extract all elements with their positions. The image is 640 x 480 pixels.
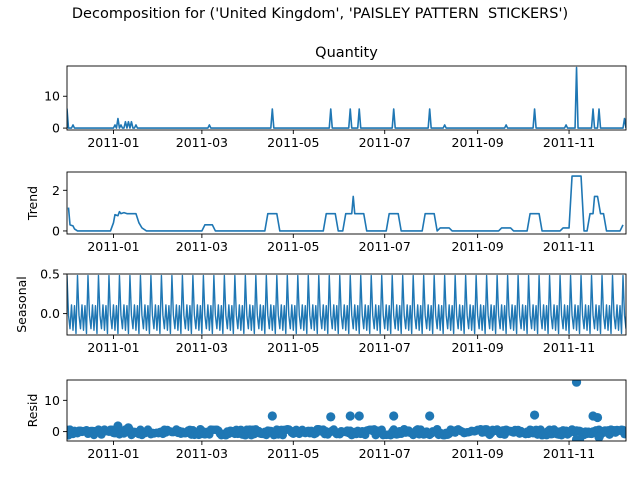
x-tick-label: 2011-07 <box>359 340 411 355</box>
x-tick-label: 2011-05 <box>267 239 319 254</box>
x-tick-label: 2011-11 <box>543 239 595 254</box>
observed-axes-frame <box>66 65 627 131</box>
resid-outlier <box>529 410 540 420</box>
resid-outlier <box>345 411 355 421</box>
resid-outlier <box>113 421 123 431</box>
resid-outlier <box>592 412 603 423</box>
resid-outlier <box>594 432 604 441</box>
resid-ylabel: Resid <box>25 394 40 428</box>
x-tick-label: 2011-09 <box>452 239 504 254</box>
x-tick-label: 2011-09 <box>452 446 504 461</box>
x-tick-label: 2011-01 <box>87 446 139 461</box>
resid-outlier <box>67 425 72 435</box>
resid-outlier <box>574 434 585 441</box>
x-tick-label: 2011-07 <box>359 446 411 461</box>
x-tick-label: 2011-11 <box>543 135 595 150</box>
x-tick-label: 2011-03 <box>176 340 228 355</box>
panel-seasonal: 0.0 0.5 2011-01 2011-03 2011-05 2011-07 2011-0… <box>14 267 627 355</box>
resid-outlier <box>571 380 582 387</box>
seasonal-line <box>67 274 626 335</box>
x-tick-label: 2011-05 <box>267 340 319 355</box>
x-tick-label: 2011-03 <box>176 135 228 150</box>
y-tick-label: 0.5 <box>40 267 60 282</box>
panel-trend: 0 2 2011-01 2011-03 2011-05 2011-07 2011-09 201… <box>25 171 627 254</box>
trend-axes-frame <box>66 171 627 235</box>
x-tick-label: 2011-07 <box>359 239 411 254</box>
y-tick-label: 0 <box>52 121 60 136</box>
y-tick-label: 10 <box>44 393 60 408</box>
y-tick-label: 0 <box>52 223 60 238</box>
trend-line <box>67 175 624 232</box>
x-tick-label: 2011-03 <box>176 239 228 254</box>
panel-title-quantity: Quantity <box>315 45 378 61</box>
resid-outlier <box>354 411 364 421</box>
panel-observed: Quantity 0 10 2011-01 2011-03 2011-05 2011-07… <box>44 45 627 150</box>
resid-series <box>67 380 626 441</box>
x-tick-label: 2011-05 <box>267 135 319 150</box>
x-tick-label: 2011-01 <box>87 239 139 254</box>
y-tick-label: 0.0 <box>40 306 60 321</box>
seasonal-series <box>67 274 626 335</box>
panel-resid: 0 10 2011-01 2011-03 2011-05 2011-07 2011-09 20… <box>25 379 627 461</box>
y-tick-label: 10 <box>44 89 60 104</box>
quantity-line <box>67 66 626 129</box>
x-tick-label: 2011-11 <box>543 340 595 355</box>
resid-outlier <box>425 411 435 421</box>
resid-outlier <box>123 423 134 433</box>
y-tick-label: 0 <box>52 424 60 439</box>
x-tick-label: 2011-07 <box>359 135 411 150</box>
x-tick-label: 2011-09 <box>452 340 504 355</box>
x-tick-label: 2011-09 <box>452 135 504 150</box>
resid-outlier <box>326 412 336 422</box>
observed-series <box>67 66 626 129</box>
seasonal-ylabel: Seasonal <box>14 276 29 333</box>
trend-series <box>67 175 624 232</box>
x-tick-label: 2011-01 <box>87 135 139 150</box>
y-tick-label: 2 <box>52 183 60 198</box>
resid-outlier <box>267 411 277 421</box>
trend-ylabel: Trend <box>25 186 40 221</box>
resid-axes-frame <box>66 379 627 442</box>
x-tick-label: 2011-01 <box>87 340 139 355</box>
x-tick-label: 2011-11 <box>543 446 595 461</box>
x-tick-label: 2011-05 <box>267 446 319 461</box>
resid-outlier <box>389 411 399 421</box>
resid-point <box>620 429 626 439</box>
figure-title: Decomposition for ('United Kingdom', 'PA… <box>71 6 569 22</box>
x-tick-label: 2011-03 <box>176 446 228 461</box>
seasonal-axes-frame <box>66 273 627 336</box>
